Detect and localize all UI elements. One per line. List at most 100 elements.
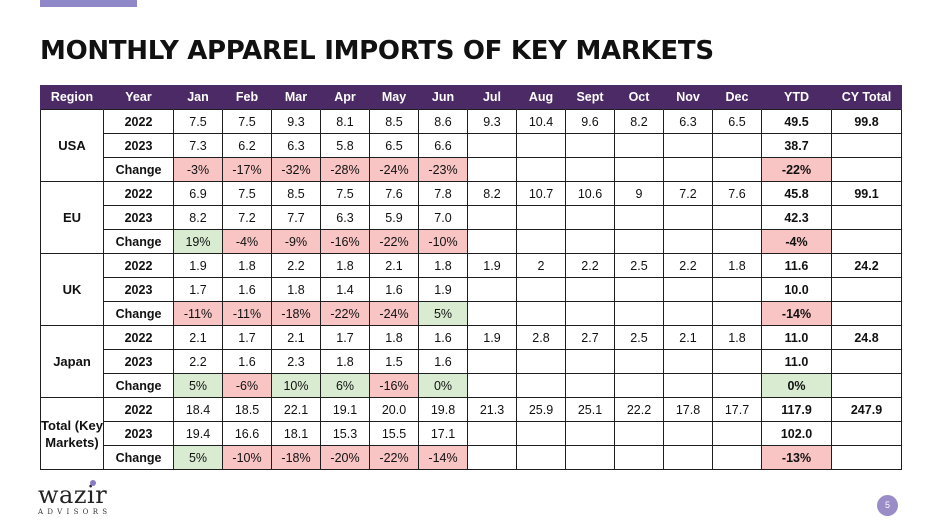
month-value-cell: 1.6 (418, 349, 468, 374)
month-value-cell: -4% (222, 229, 272, 254)
month-value-cell (565, 421, 615, 446)
month-value-cell (516, 133, 566, 158)
month-value-cell: 18.4 (173, 397, 223, 422)
month-value-cell: 25.1 (565, 397, 615, 422)
month-value-cell (712, 277, 762, 302)
month-value-cell (712, 205, 762, 230)
month-value-cell: 2.1 (369, 253, 419, 278)
region-cell: UK (40, 253, 104, 326)
month-value-cell (614, 157, 664, 182)
logo-tagline: ADVISORS (38, 508, 112, 516)
ytd-cell: 49.5 (761, 109, 832, 134)
region-cell: USA (40, 109, 104, 182)
table-row: 2023 1.7 1.6 1.8 1.4 1.6 1.9 10.0 (41, 277, 902, 302)
cy-total-cell (831, 205, 902, 230)
month-value-cell: 0% (418, 373, 468, 398)
month-value-cell: 1.8 (712, 325, 762, 350)
month-value-cell: 5.8 (320, 133, 370, 158)
cy-total-cell: 24.2 (831, 253, 902, 278)
ytd-cell: 10.0 (761, 277, 832, 302)
month-value-cell: 2.3 (271, 349, 321, 374)
month-value-cell: 8.5 (369, 109, 419, 134)
month-value-cell: -22% (369, 229, 419, 254)
month-value-cell: 1.7 (222, 325, 272, 350)
cy-total-cell (831, 301, 902, 326)
month-value-cell: 21.3 (467, 397, 517, 422)
month-value-cell (565, 349, 615, 374)
year-cell: 2023 (103, 277, 174, 302)
month-value-cell (712, 301, 762, 326)
table-row: Total (Key Markets) 2022 18.4 18.5 22.1 19.1 2… (40, 397, 902, 470)
month-value-cell (565, 157, 615, 182)
month-value-cell (712, 157, 762, 182)
cy-total-cell (831, 349, 902, 374)
month-value-cell: 9.6 (565, 109, 615, 134)
month-value-cell (565, 205, 615, 230)
month-value-cell: 1.5 (369, 349, 419, 374)
month-value-cell: -3% (173, 157, 223, 182)
logo-wordmark: wazirwazir (38, 480, 108, 509)
column-header-mar: Mar (271, 85, 321, 110)
month-value-cell: 2.2 (173, 349, 223, 374)
month-value-cell: 2.1 (663, 325, 713, 350)
month-value-cell: 1.9 (467, 253, 517, 278)
month-value-cell: 7.7 (271, 205, 321, 230)
month-value-cell: 1.8 (418, 253, 468, 278)
month-value-cell: 6.3 (663, 109, 713, 134)
month-value-cell: 6.5 (712, 109, 762, 134)
column-header-oct: Oct (614, 85, 664, 110)
month-value-cell (663, 373, 713, 398)
month-value-cell (565, 277, 615, 302)
cy-total-cell (831, 229, 902, 254)
month-value-cell: 7.2 (222, 205, 272, 230)
year-cell: 2022 (103, 181, 174, 206)
cy-total-cell: 99.1 (831, 181, 902, 206)
month-value-cell: 15.5 (369, 421, 419, 446)
ytd-cell: -4% (761, 229, 832, 254)
cy-total-cell (831, 421, 902, 446)
table-row: UK 2022 1.9 1.8 2.2 1.8 2.1 1.8 1.9 2 2.2 2.5 2.2 1.8… (40, 253, 902, 326)
month-value-cell: 1.6 (222, 349, 272, 374)
month-value-cell (614, 445, 664, 470)
month-value-cell: 20.0 (369, 397, 419, 422)
month-value-cell: -24% (369, 301, 419, 326)
ytd-cell: -14% (761, 301, 832, 326)
column-header-aug: Aug (516, 85, 566, 110)
month-value-cell: -14% (418, 445, 468, 470)
ytd-cell: 45.8 (761, 181, 832, 206)
month-value-cell: 7.6 (369, 181, 419, 206)
column-header-apr: Apr (320, 85, 370, 110)
month-value-cell: 6.3 (320, 205, 370, 230)
year-cell: Change (103, 229, 174, 254)
month-value-cell: 2.2 (565, 253, 615, 278)
month-value-cell: -22% (320, 301, 370, 326)
month-value-cell (467, 445, 517, 470)
column-header-cy-total: CY Total (831, 85, 902, 110)
table-body: USA 2022 7.5 7.5 9.3 8.1 8.5 8.6 9.3 10.4 9.6 8.2 6.… (40, 109, 902, 470)
month-value-cell: 8.5 (271, 181, 321, 206)
column-header-jul: Jul (467, 85, 517, 110)
month-value-cell: 1.7 (320, 325, 370, 350)
month-value-cell: 1.7 (173, 277, 223, 302)
month-value-cell: 1.4 (320, 277, 370, 302)
ytd-cell: 11.0 (761, 349, 832, 374)
month-value-cell: 2.5 (614, 325, 664, 350)
month-value-cell: -9% (271, 229, 321, 254)
column-header-ytd: YTD (761, 85, 832, 110)
month-value-cell: -18% (271, 301, 321, 326)
column-header-feb: Feb (222, 85, 272, 110)
month-value-cell (663, 157, 713, 182)
top-accent-bar (40, 0, 137, 7)
month-value-cell (467, 205, 517, 230)
month-value-cell: 5% (418, 301, 468, 326)
month-value-cell: 16.6 (222, 421, 272, 446)
month-value-cell (614, 133, 664, 158)
month-value-cell: 2.7 (565, 325, 615, 350)
month-value-cell: 17.8 (663, 397, 713, 422)
month-value-cell: -11% (173, 301, 223, 326)
month-value-cell (614, 373, 664, 398)
year-cell: 2022 (103, 253, 174, 278)
month-value-cell (663, 277, 713, 302)
month-value-cell: 1.8 (712, 253, 762, 278)
year-cell: 2023 (103, 349, 174, 374)
